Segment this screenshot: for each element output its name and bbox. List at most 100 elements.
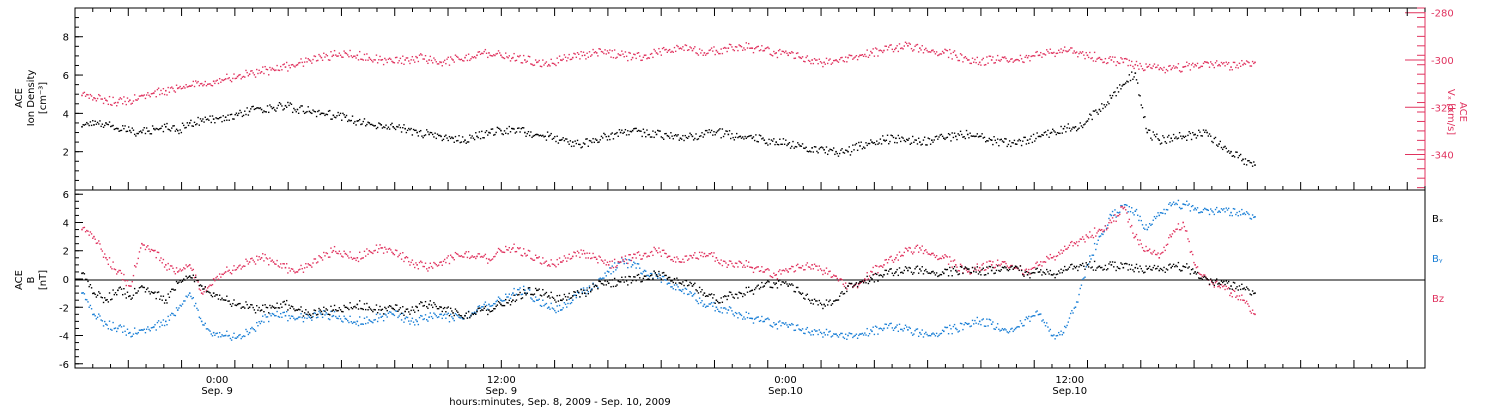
vx-sample [381,58,384,61]
by-sample [460,316,463,319]
bz-point [1050,257,1053,259]
vx-sample [343,50,345,52]
bz-sample [756,266,758,268]
vx-sample [1168,65,1170,67]
vx-sample [174,91,177,93]
vx-sample [251,70,253,72]
bx-sample [424,300,427,303]
bz-sample [399,252,402,255]
by-sample [758,320,761,323]
by-sample [684,287,686,290]
bz-sample [710,252,713,254]
vx-sample [737,49,739,52]
vx-sample [211,85,214,87]
vx-sample [183,85,185,88]
vx-sample [915,44,917,46]
by-sample [461,318,464,320]
bz-sample [414,266,416,269]
bz-point [727,264,730,266]
vx-sample [341,56,343,58]
by-sample [809,332,811,334]
ion-density-sample [674,134,677,136]
ion-density-sample [1120,88,1122,90]
ion-density-sample [469,134,471,136]
ion-density-sample [660,136,663,138]
ion-density-sample [812,151,815,153]
bx-sample [161,299,163,301]
ion-density-sample [813,145,816,148]
bz-point [954,264,957,266]
bx-sample [329,314,331,316]
vx-sample [1037,54,1040,57]
bz-sample [616,264,618,267]
vx-sample [621,50,623,52]
ion-density-sample [487,134,489,136]
by-sample [926,333,928,336]
by-sample [151,326,154,329]
vx-sample [911,50,914,52]
bx-sample [562,298,564,300]
by-point [1230,211,1232,214]
bz-sample [639,254,641,256]
bx-sample [202,288,204,290]
bz-sample [1233,290,1236,293]
bz-sample [767,268,769,270]
by-sample [1176,203,1178,206]
by-sample [780,324,782,327]
ion-density-sample [1063,125,1066,128]
by-sample [155,329,157,331]
ion-density-point [871,141,873,143]
bz-sample [471,255,473,257]
by-sample [737,317,739,319]
bz-sample [411,259,414,261]
vx-sample [658,47,660,50]
by-sample [576,291,579,293]
ion-density-sample [1152,131,1154,133]
by-sample [195,302,197,305]
vx-sample [824,63,826,65]
bx-point [559,299,562,301]
bx-sample [940,273,943,276]
vx-sample [312,58,314,61]
bz-sample [774,274,776,277]
by-point [1170,204,1173,207]
bx-sample [110,299,112,301]
bz-sample [309,264,312,267]
bz-sample [1232,289,1235,292]
ion-density-sample [1053,130,1055,132]
ion-density-sample [743,138,745,140]
bx-sample [589,291,592,293]
ion-density-sample [573,145,575,147]
bz-sample [1067,246,1069,249]
by-sample [563,301,566,304]
ion-density-sample [466,141,469,143]
ion-density-point [1242,158,1244,161]
vx-sample [271,67,274,69]
vx-sample [530,63,532,65]
bx-sample [610,286,612,288]
vx-sample [1018,60,1020,62]
vx-sample [305,57,307,59]
by-sample [145,328,148,330]
ion-density-sample [625,134,628,136]
bx-sample [270,307,272,309]
bz-sample [242,265,245,267]
vx-sample [1080,52,1083,54]
bz-sample [138,251,141,253]
vx-sample [1204,61,1206,63]
vx-sample [467,53,470,55]
bx-sample [133,287,136,290]
by-sample [345,318,348,320]
by-sample [278,316,281,318]
ion-density-sample [198,124,200,126]
bx-sample [125,297,127,299]
by-sample [252,328,254,330]
vx-sample [283,63,285,65]
bz-point [1194,264,1196,266]
vx-sample [235,77,238,79]
bz-point [164,264,167,266]
bz-sample [240,268,242,270]
ion-density-sample [831,149,834,152]
ion-density-sample [574,140,576,142]
top-left-tick-label: 2 [63,148,69,159]
